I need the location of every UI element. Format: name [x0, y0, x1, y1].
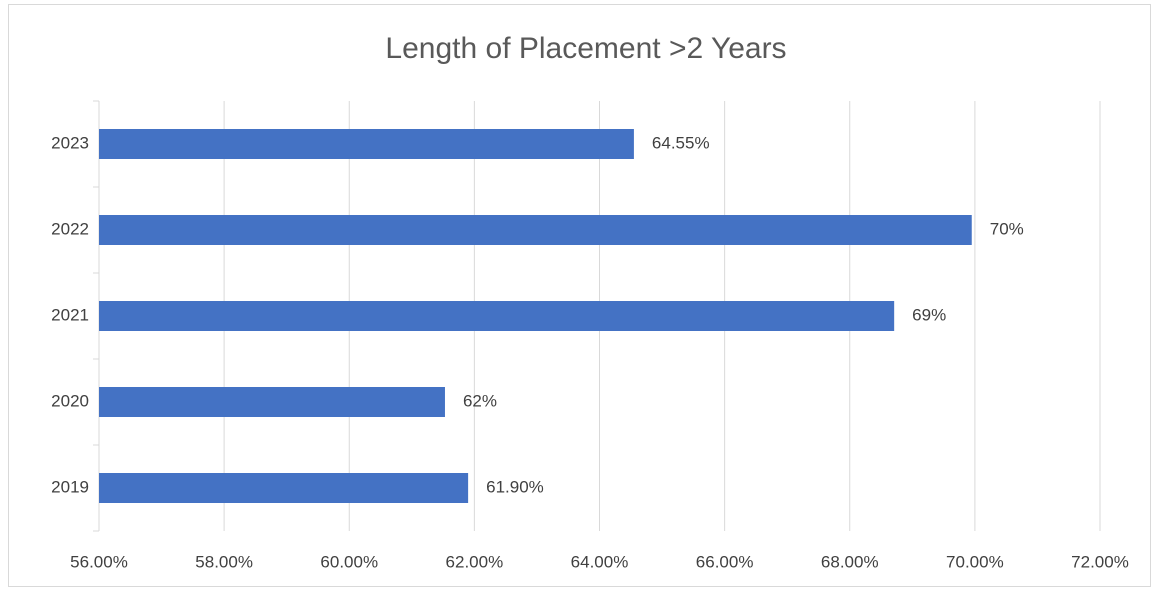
x-tick-label: 58.00% [195, 552, 253, 571]
bar [99, 387, 445, 417]
chart-title: Length of Placement >2 Years [385, 32, 786, 65]
y-tick-label: 2022 [51, 219, 89, 238]
bar [99, 473, 469, 503]
x-tick-label: 70.00% [946, 552, 1004, 571]
x-tick-label: 72.00% [1071, 552, 1129, 571]
data-label: 62% [463, 391, 497, 410]
data-label: 69% [912, 305, 946, 324]
data-label: 61.90% [486, 477, 544, 496]
y-tick-label: 2019 [51, 477, 89, 496]
data-label: 70% [990, 219, 1024, 238]
y-tick-label: 2021 [51, 305, 89, 324]
bar [99, 301, 895, 331]
x-tick-label: 68.00% [821, 552, 879, 571]
bar [99, 215, 972, 245]
y-tick-label: 2020 [51, 391, 89, 410]
data-label: 64.55% [652, 133, 710, 152]
x-tick-label: 64.00% [571, 552, 629, 571]
x-tick-label: 60.00% [320, 552, 378, 571]
x-tick-label: 62.00% [446, 552, 504, 571]
y-tick-label: 2023 [51, 133, 89, 152]
x-tick-label: 66.00% [696, 552, 754, 571]
x-tick-label: 56.00% [70, 552, 128, 571]
bar [99, 129, 634, 159]
